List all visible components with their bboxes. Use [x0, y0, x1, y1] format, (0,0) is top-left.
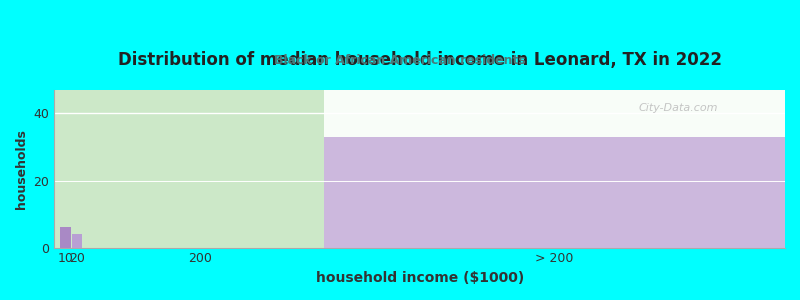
- Bar: [324, 137, 785, 248]
- Title: Distribution of median household income in Leonard, TX in 2022: Distribution of median household income …: [118, 51, 722, 69]
- Text: Black or African American residents: Black or African American residents: [274, 54, 526, 67]
- Bar: [72, 234, 82, 248]
- X-axis label: household income ($1000): household income ($1000): [315, 271, 524, 285]
- Bar: [54, 90, 324, 247]
- Text: City-Data.com: City-Data.com: [639, 103, 718, 112]
- Bar: [61, 227, 70, 248]
- Y-axis label: households: households: [15, 129, 28, 209]
